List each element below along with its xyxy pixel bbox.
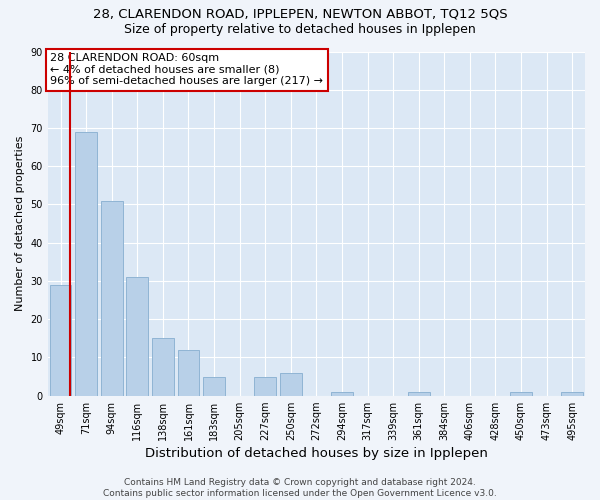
Text: 28 CLARENDON ROAD: 60sqm
← 4% of detached houses are smaller (8)
96% of semi-det: 28 CLARENDON ROAD: 60sqm ← 4% of detache… xyxy=(50,53,323,86)
Bar xyxy=(178,350,199,396)
Bar xyxy=(408,392,430,396)
Bar xyxy=(280,372,302,396)
Bar xyxy=(510,392,532,396)
Bar xyxy=(152,338,174,396)
Bar xyxy=(101,200,122,396)
Bar xyxy=(331,392,353,396)
Text: Size of property relative to detached houses in Ipplepen: Size of property relative to detached ho… xyxy=(124,22,476,36)
X-axis label: Distribution of detached houses by size in Ipplepen: Distribution of detached houses by size … xyxy=(145,447,488,460)
Y-axis label: Number of detached properties: Number of detached properties xyxy=(15,136,25,312)
Bar xyxy=(562,392,583,396)
Bar xyxy=(254,376,276,396)
Bar xyxy=(75,132,97,396)
Text: 28, CLARENDON ROAD, IPPLEPEN, NEWTON ABBOT, TQ12 5QS: 28, CLARENDON ROAD, IPPLEPEN, NEWTON ABB… xyxy=(92,8,508,20)
Bar xyxy=(50,285,71,396)
Bar xyxy=(127,277,148,396)
Bar xyxy=(203,376,225,396)
Text: Contains HM Land Registry data © Crown copyright and database right 2024.
Contai: Contains HM Land Registry data © Crown c… xyxy=(103,478,497,498)
